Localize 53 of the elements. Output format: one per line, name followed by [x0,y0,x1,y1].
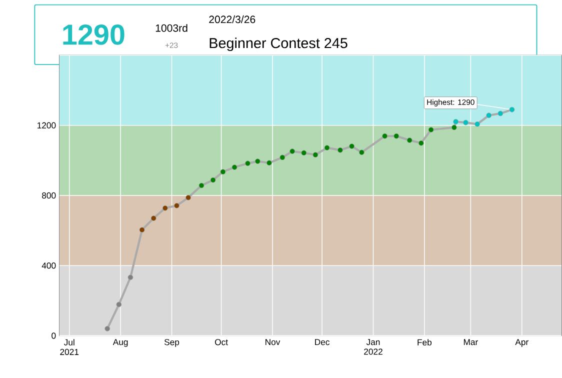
point [474,122,480,127]
chart-title: Beginner Contest 245 [210,38,348,52]
point [280,154,286,160]
x-tick-label: Aug [112,339,128,347]
point [254,158,260,164]
point [324,145,330,151]
point [418,140,424,146]
x-tick-label: Oct [214,339,228,346]
x-tick-label: Feb [418,339,432,346]
point [509,107,515,112]
point [451,124,457,130]
point [220,169,226,175]
point [394,133,400,139]
point [463,120,468,126]
x-tick-label: Apr [515,339,528,347]
point [104,326,110,332]
point [116,302,122,308]
point [338,148,343,153]
x-tick-label: Jan 2022 [364,339,382,355]
point [210,177,216,183]
point [358,150,364,156]
y-tick-label: 400 [42,262,56,269]
x-tick-label: Sep [164,339,180,348]
y-tick-label: 800 [42,192,56,199]
point [486,112,492,118]
point [174,203,180,208]
point [312,152,318,158]
point [128,274,134,280]
x-tick-label: Mar [464,339,478,346]
point [290,148,296,154]
x-tick-label: Dec [315,339,330,346]
x-tick-label: Nov [266,339,280,346]
point [382,133,388,139]
point [245,160,250,166]
point [232,164,238,170]
point [198,182,204,188]
point [453,119,459,125]
y-tick-label: 1200 [38,122,56,129]
chart-subtitle: 2022/3/26 [209,16,256,24]
point [428,127,434,133]
point [266,160,272,166]
point [186,195,191,200]
point [139,227,145,233]
text: 1003rd [156,24,188,32]
y-tick-label: 0 [52,332,56,339]
text: 1290 [63,24,124,46]
point [498,110,504,116]
point [150,216,156,222]
point [349,144,354,150]
point [301,150,307,156]
point [406,138,412,144]
x-tick-label: Jul 2021 [60,339,79,356]
point [162,206,168,211]
